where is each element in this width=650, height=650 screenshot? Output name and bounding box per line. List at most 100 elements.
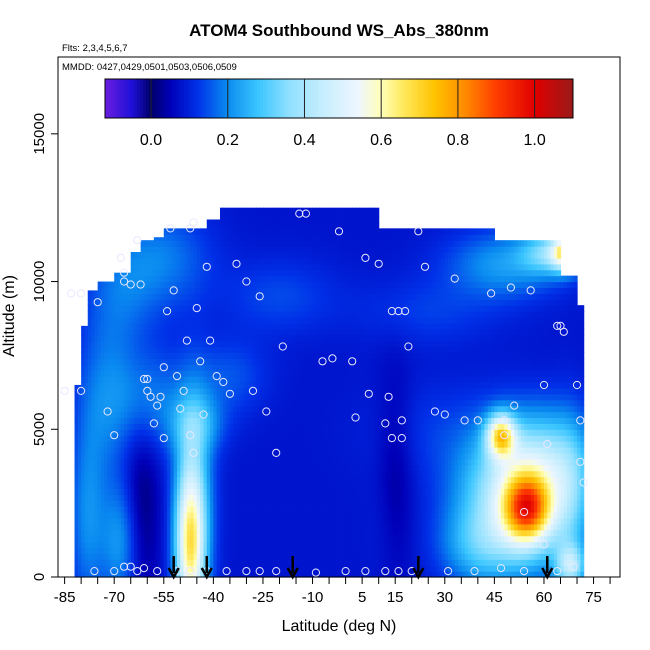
heatmap-cell (312, 358, 317, 365)
heatmap-cell (134, 352, 138, 359)
heatmap-cell (299, 322, 304, 330)
heatmap-cell (246, 287, 251, 294)
heatmap-cell (236, 506, 241, 513)
heatmap-cell (229, 559, 234, 566)
heatmap-cell (177, 470, 181, 478)
heatmap-cell (147, 506, 152, 513)
heatmap-cell (302, 322, 307, 330)
heatmap-cell (239, 494, 244, 501)
heatmap-cell (143, 287, 148, 294)
heatmap-cell (107, 547, 112, 554)
heatmap-cell (213, 541, 218, 549)
heatmap-cell (223, 476, 228, 484)
heatmap-cell (246, 429, 251, 436)
heatmap-cell (150, 240, 155, 247)
heatmap-cell (77, 535, 82, 543)
heatmap-cell (91, 565, 95, 572)
heatmap-cell (315, 393, 320, 401)
heatmap-cell (302, 393, 307, 401)
heatmap-cell (196, 299, 201, 306)
heatmap-cell (134, 494, 138, 501)
heatmap-cell (339, 441, 343, 448)
heatmap-cell (100, 358, 105, 365)
heatmap-cell (134, 370, 138, 377)
heatmap-cell (239, 207, 244, 212)
heatmap-cell (203, 523, 208, 531)
heatmap-cell (167, 263, 171, 271)
heatmap-cell (289, 500, 294, 507)
heatmap-cell (210, 512, 214, 519)
heatmap-cell (319, 482, 324, 489)
heatmap-cell (312, 458, 317, 466)
heatmap-cell (266, 506, 271, 513)
heatmap-cell (124, 512, 129, 519)
heatmap-cell (84, 364, 89, 371)
heatmap-cell (272, 263, 277, 271)
heatmap-cell (200, 458, 205, 466)
heatmap-cell (315, 447, 320, 454)
heatmap-cell (193, 458, 198, 466)
heatmap-cell (289, 405, 294, 413)
heatmap-cell (269, 452, 274, 460)
heatmap-cell (97, 364, 102, 371)
heatmap-cell (177, 234, 181, 241)
heatmap-cell (355, 476, 360, 484)
heatmap-cell (177, 517, 181, 525)
heatmap-cell (276, 305, 281, 312)
heatmap-cell (302, 417, 307, 424)
heatmap-cell (186, 317, 191, 324)
heatmap-cell (315, 494, 320, 501)
heatmap-cell (213, 364, 218, 371)
heatmap-cell (345, 529, 350, 537)
heatmap-cell (186, 500, 191, 507)
heatmap-cell (335, 317, 340, 324)
heatmap-cell (243, 553, 248, 560)
heatmap-cell (167, 559, 171, 566)
heatmap-cell (157, 305, 162, 312)
heatmap-cell (352, 541, 357, 549)
heatmap-cell (213, 447, 218, 454)
heatmap-cell (216, 447, 221, 454)
heatmap-cell (200, 246, 205, 253)
heatmap-cell (196, 376, 201, 383)
heatmap-cell (127, 435, 132, 442)
heatmap-cell (203, 287, 208, 294)
heatmap-cell (233, 417, 238, 424)
heatmap-cell (104, 405, 109, 413)
heatmap-cell (345, 305, 350, 312)
heatmap-cell (77, 494, 82, 501)
heatmap-cell (243, 411, 248, 419)
heatmap-cell (223, 470, 228, 478)
heatmap-cell (200, 523, 205, 531)
heatmap-cell (140, 387, 145, 395)
heatmap-cell (104, 399, 109, 407)
heatmap-cell (243, 535, 248, 543)
heatmap-cell (345, 240, 350, 247)
heatmap-cell (91, 358, 95, 365)
heatmap-cell (239, 441, 244, 448)
heatmap-cell (114, 494, 119, 501)
heatmap-cell (305, 210, 310, 218)
heatmap-cell (335, 464, 340, 472)
heatmap-cell (256, 281, 261, 289)
heatmap-cell (319, 547, 324, 554)
heatmap-cell (137, 411, 142, 419)
heatmap-cell (173, 328, 178, 336)
heatmap-cell (104, 470, 109, 478)
heatmap-cell (219, 370, 224, 377)
heatmap-cell (236, 547, 241, 554)
heatmap-cell (213, 405, 218, 413)
heatmap-cell (117, 299, 122, 306)
heatmap-cell (315, 364, 320, 371)
heatmap-cell (104, 281, 109, 289)
heatmap-cell (193, 317, 198, 324)
heatmap-cell (352, 458, 357, 466)
heatmap-cell (309, 346, 314, 354)
heatmap-cell (203, 364, 208, 371)
heatmap-cell (226, 234, 231, 241)
heatmap-cell (355, 517, 360, 525)
heatmap-cell (120, 470, 125, 478)
heatmap-cell (233, 447, 238, 454)
heatmap-cell (332, 506, 337, 513)
heatmap-cell (180, 571, 185, 578)
